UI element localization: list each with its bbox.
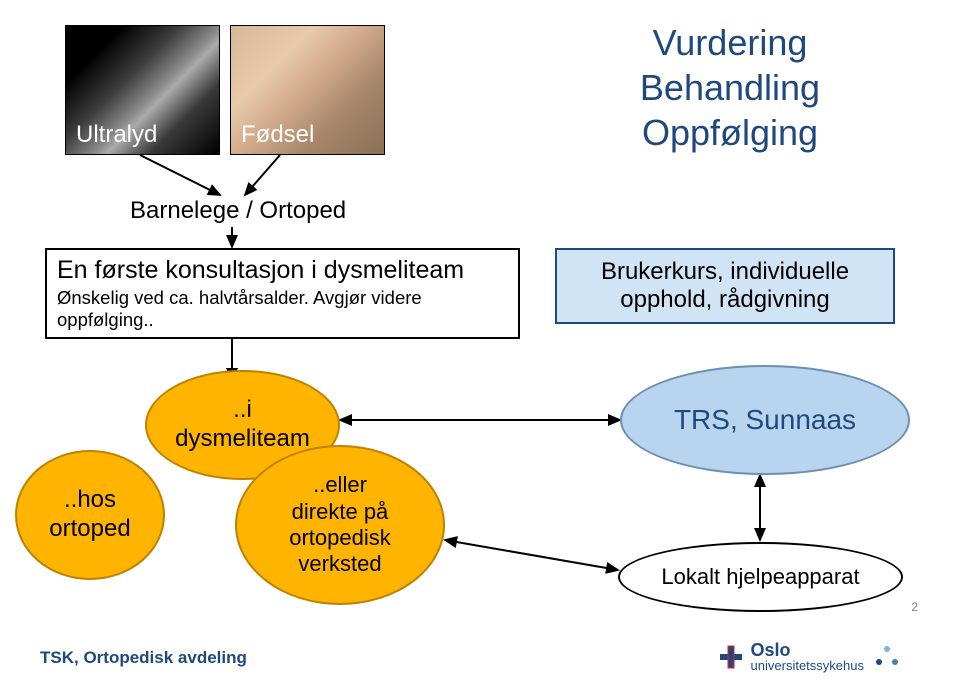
- lokalt-ellipse: Lokalt hjelpeapparat: [618, 542, 903, 612]
- ultralyd-label: Ultralyd: [76, 121, 157, 149]
- trs-label: TRS, Sunnaas: [674, 404, 856, 436]
- footer-text: TSK, Ortopedisk avdeling: [40, 648, 247, 668]
- heading-line3: Oppfølging: [600, 110, 860, 155]
- hos-ortoped-l2: ortoped: [49, 515, 130, 544]
- fodsel-label: Fødsel: [241, 121, 314, 149]
- ultralyd-image: Ultralyd: [65, 25, 220, 155]
- verksted-l2: direkte på: [289, 499, 391, 525]
- verksted-bubble: ..eller direkte på ortopedisk verksted: [235, 445, 445, 605]
- page-number: 2: [911, 600, 918, 614]
- logo-sub: universitetssykehus: [751, 659, 864, 672]
- dots-icon: [874, 644, 900, 670]
- oslo-logo: Oslo universitetssykehus: [717, 641, 900, 672]
- verksted-l3: ortopedisk: [289, 525, 391, 551]
- konsultasjon-line2: Ønskelig ved ca. halvtårsalder. Avgjør v…: [57, 287, 508, 331]
- verksted-l4: verksted: [289, 551, 391, 577]
- trs-ellipse: TRS, Sunnaas: [620, 365, 910, 475]
- brukerkurs-line2: opphold, rådgivning: [563, 286, 887, 314]
- heading-line2: Behandling: [600, 65, 860, 110]
- hos-ortoped-l1: ..hos: [49, 486, 130, 515]
- logo-name: Oslo: [751, 641, 864, 659]
- lokalt-label: Lokalt hjelpeapparat: [661, 564, 859, 590]
- hospital-cross-icon: [717, 643, 745, 671]
- brukerkurs-line1: Brukerkurs, individuelle: [563, 258, 887, 286]
- verksted-l1: ..eller: [289, 472, 391, 498]
- konsultasjon-line1: En første konsultasjon i dysmeliteam: [57, 256, 508, 285]
- fodsel-image: Fødsel: [230, 25, 385, 155]
- barnelege-label: Barnelege / Ortoped: [130, 197, 346, 225]
- hos-ortoped-bubble: ..hos ortoped: [15, 450, 165, 580]
- konsultasjon-box: En første konsultasjon i dysmeliteam Øns…: [45, 248, 520, 339]
- dysmeliteam-l1: ..i: [175, 396, 310, 425]
- brukerkurs-box: Brukerkurs, individuelle opphold, rådgiv…: [555, 248, 895, 324]
- heading-line1: Vurdering: [600, 20, 860, 65]
- dysmeliteam-l2: dysmeliteam: [175, 425, 310, 454]
- heading-block: Vurdering Behandling Oppfølging: [600, 20, 860, 155]
